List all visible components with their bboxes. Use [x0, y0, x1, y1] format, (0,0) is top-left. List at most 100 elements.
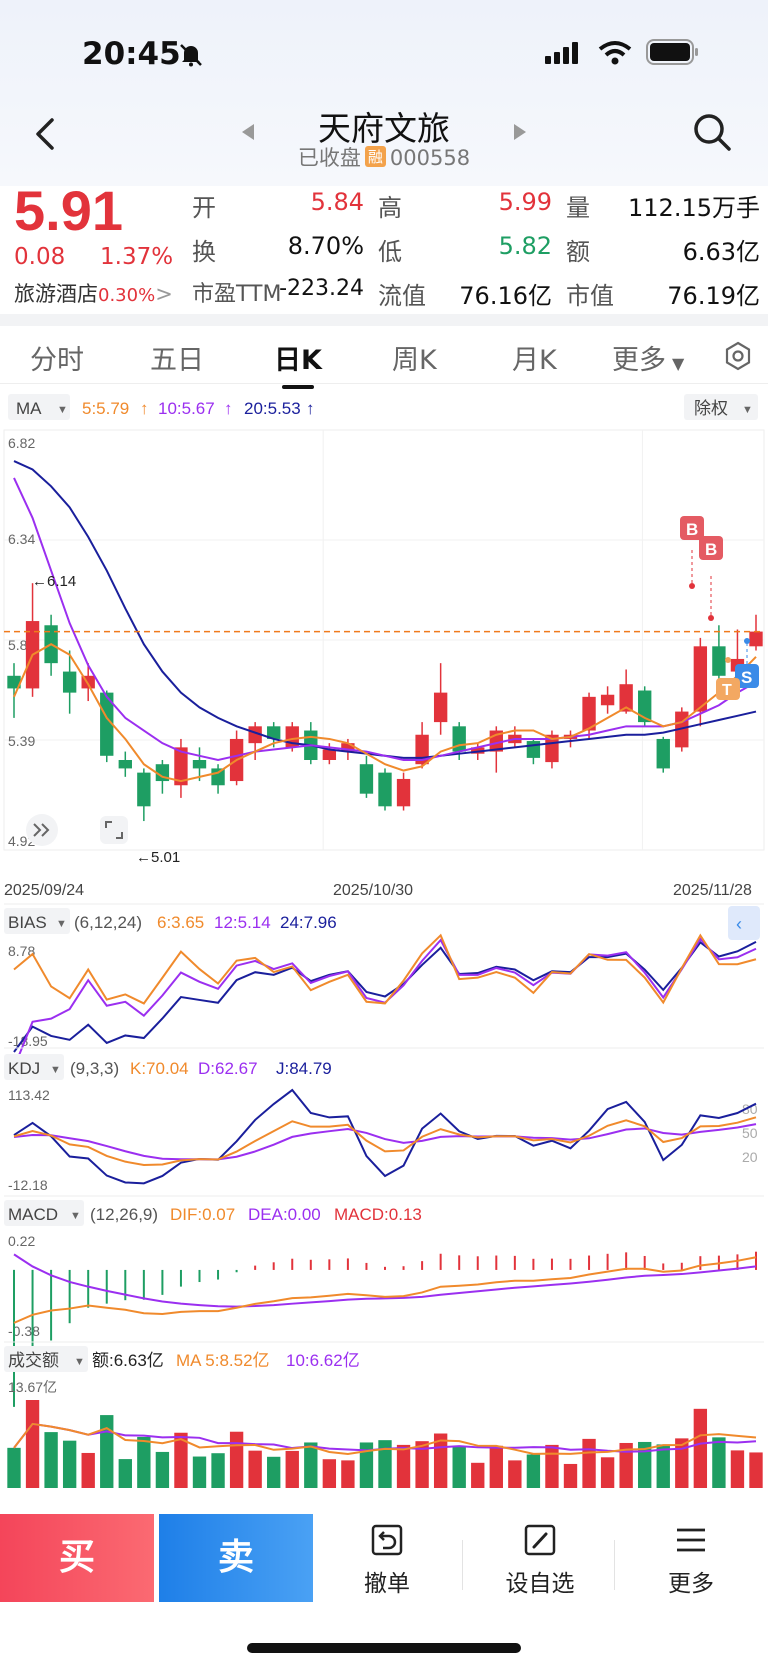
- divider: [614, 1540, 615, 1590]
- settings-hexagon-icon[interactable]: [722, 340, 754, 372]
- industry-link[interactable]: 旅游酒店0.30%>: [14, 282, 173, 306]
- search-icon[interactable]: [692, 112, 732, 152]
- bias-12: 12:5.14: [214, 913, 271, 932]
- kdj-k: K:70.04: [130, 1059, 189, 1078]
- tab-monthly-k[interactable]: 月K: [512, 345, 557, 376]
- cancel-order-button[interactable]: 撤单: [327, 1522, 447, 1598]
- tab-weekly-k[interactable]: 周K: [392, 345, 437, 376]
- adjust-selector[interactable]: [684, 394, 758, 420]
- svg-text:S: S: [741, 668, 752, 687]
- industry-name: 旅游酒店: [14, 282, 98, 306]
- cellular-signal-icon: [545, 42, 578, 64]
- ma20-up-arrow-icon: ↑: [306, 399, 315, 418]
- field-value: 76.19亿: [667, 282, 760, 310]
- tab-intraday[interactable]: 分时: [30, 345, 84, 376]
- volume-bar: [229, 1431, 244, 1488]
- bias-24: 24:7.96: [280, 913, 337, 932]
- tab-daily-k[interactable]: 日K: [274, 338, 322, 389]
- kline-chart-area[interactable]: MA ▼ 5:5.79 ↑ 10:5.67 ↑ 20:5.53 ↑ 除权 ▼ 6…: [0, 388, 768, 1498]
- volume-name: 成交额: [8, 1351, 59, 1370]
- fast-forward-button[interactable]: [26, 814, 58, 846]
- volume-bar: [675, 1438, 689, 1488]
- collapse-panel-button[interactable]: [728, 906, 760, 940]
- volume-bar: [452, 1446, 466, 1488]
- volume-top: 13.67亿: [8, 1379, 57, 1395]
- dropdown-icon: ▼: [56, 918, 67, 930]
- dropdown-icon: ▼: [74, 1356, 85, 1368]
- field-label: 换: [192, 238, 216, 266]
- buy-button[interactable]: 买: [0, 1514, 154, 1602]
- ma10-value: 10:5.67: [158, 399, 215, 418]
- kdj-j-line: [13, 1088, 757, 1185]
- bias24-line: [13, 940, 757, 1053]
- kdj-lines: [13, 1088, 757, 1185]
- volume-bar: [341, 1460, 355, 1488]
- macd-selector[interactable]: [4, 1200, 84, 1226]
- volume-bar: [174, 1432, 188, 1488]
- volume-bar: [378, 1440, 392, 1488]
- wifi-icon: [598, 41, 632, 65]
- sell-button[interactable]: 卖: [159, 1514, 313, 1602]
- bias-6: 6:3.65: [157, 913, 204, 932]
- low-marker: ←5.01: [136, 849, 180, 866]
- volume-bars: [7, 1400, 763, 1488]
- field-label: 额: [566, 238, 590, 266]
- macd-dif: DIF:0.07: [170, 1205, 235, 1224]
- volume-bar: [44, 1432, 58, 1488]
- previous-stock-icon[interactable]: [240, 122, 256, 142]
- next-stock-icon[interactable]: [512, 122, 528, 142]
- macd-dea: DEA:0.00: [248, 1205, 321, 1224]
- divider: [462, 1540, 463, 1590]
- add-watchlist-button[interactable]: 设自选: [480, 1522, 600, 1598]
- volume-bar: [545, 1444, 559, 1488]
- ma5-value: 5:5.79: [82, 399, 129, 418]
- candle-body: [656, 738, 670, 769]
- quote-panel: 5.91 0.08 1.37% 旅游酒店0.30%> 开 5.84 高 5.99…: [0, 179, 768, 314]
- sell-marker-icon[interactable]: [735, 664, 759, 688]
- macd-name: MACD: [8, 1205, 58, 1224]
- t-marker-icon[interactable]: [716, 678, 740, 700]
- bottom-action-bar: 买 卖 撤单 设自选 更多: [0, 1500, 768, 1665]
- battery-icon: [646, 39, 698, 65]
- candle-body: [526, 741, 541, 758]
- macd-bottom: -0.38: [8, 1323, 40, 1339]
- candle-body: [118, 760, 132, 769]
- volume-bar: [638, 1441, 652, 1488]
- volume-selector[interactable]: [4, 1346, 88, 1372]
- svg-text:B: B: [705, 540, 717, 559]
- bias-selector[interactable]: [4, 908, 70, 934]
- trade-markers[interactable]: B B S T: [680, 516, 759, 700]
- y-label: 6.82: [8, 435, 35, 451]
- svg-text:B: B: [686, 520, 698, 539]
- field-value: 5.99: [498, 188, 552, 216]
- buy-marker-icon[interactable]: [699, 536, 723, 560]
- candle-body: [433, 692, 448, 723]
- volume-bar: [730, 1450, 745, 1488]
- kdj-bottom: -12.18: [8, 1177, 48, 1193]
- candle-body: [341, 743, 355, 752]
- volume-bar: [118, 1459, 132, 1488]
- tab-more[interactable]: 更多 ▼: [612, 345, 685, 376]
- fullscreen-button[interactable]: [100, 816, 128, 844]
- nav-bar: 天府文旅 已收盘融 000558: [0, 100, 768, 174]
- candle-body: [545, 734, 559, 763]
- candle-body: [267, 726, 281, 739]
- macd-dea-line: [13, 1253, 757, 1308]
- margin-badge: 融: [364, 146, 386, 167]
- buy-marker-icon[interactable]: [680, 516, 704, 540]
- volume-bar: [712, 1437, 726, 1488]
- tab-five-day[interactable]: 五日: [150, 345, 204, 376]
- kdj-selector[interactable]: [4, 1054, 64, 1080]
- double-chevron-icon: [33, 823, 50, 837]
- back-chevron-icon[interactable]: [28, 114, 64, 154]
- price-change-pct: 1.37%: [100, 244, 174, 270]
- ma-selector[interactable]: [8, 394, 70, 420]
- menu-icon: [677, 1528, 705, 1552]
- candle-body: [359, 764, 374, 794]
- candle-body: [396, 778, 411, 807]
- adjust-label: 除权: [694, 399, 728, 418]
- undo-doc-icon: [371, 1524, 403, 1556]
- field-label: 低: [378, 238, 402, 266]
- more-button[interactable]: 更多: [631, 1522, 751, 1598]
- macd-series: [13, 1251, 757, 1407]
